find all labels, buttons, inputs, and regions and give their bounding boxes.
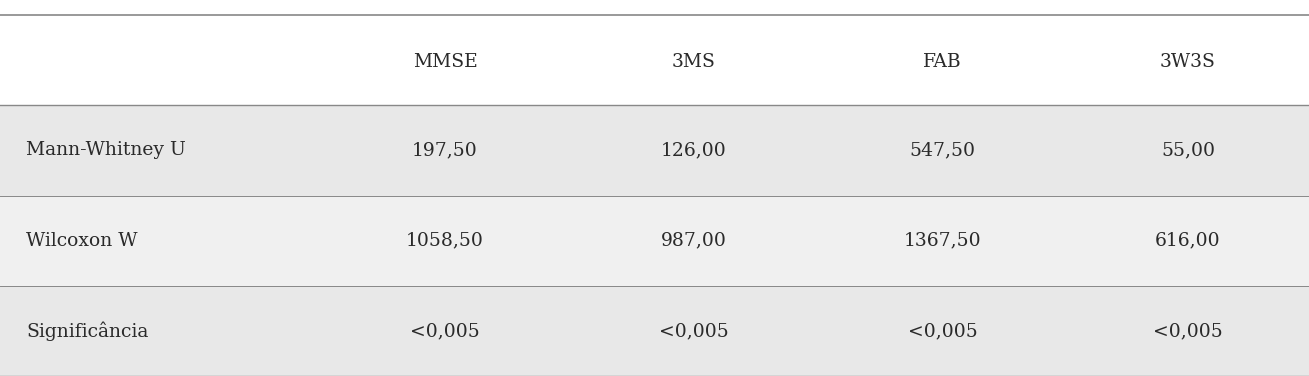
Text: <0,005: <0,005	[658, 322, 729, 340]
Text: <0,005: <0,005	[410, 322, 480, 340]
Text: 3W3S: 3W3S	[1160, 53, 1216, 71]
Text: <0,005: <0,005	[1153, 322, 1223, 340]
Text: 616,00: 616,00	[1155, 232, 1221, 250]
Text: Significância: Significância	[26, 321, 148, 341]
Text: Mann-Whitney U: Mann-Whitney U	[26, 141, 186, 159]
Text: <0,005: <0,005	[907, 322, 978, 340]
Text: 547,50: 547,50	[910, 141, 975, 159]
Text: MMSE: MMSE	[412, 53, 478, 71]
Bar	[0, 15, 1309, 105]
Text: 1058,50: 1058,50	[406, 232, 484, 250]
Text: FAB: FAB	[923, 53, 962, 71]
Text: 1367,50: 1367,50	[903, 232, 982, 250]
Text: 126,00: 126,00	[661, 141, 726, 159]
Text: Wilcoxon W: Wilcoxon W	[26, 232, 137, 250]
Text: 55,00: 55,00	[1161, 141, 1215, 159]
Text: 987,00: 987,00	[661, 232, 726, 250]
Bar	[0, 286, 1309, 376]
Bar	[0, 196, 1309, 286]
Bar	[0, 105, 1309, 196]
Text: 197,50: 197,50	[412, 141, 478, 159]
Text: 3MS: 3MS	[672, 53, 716, 71]
